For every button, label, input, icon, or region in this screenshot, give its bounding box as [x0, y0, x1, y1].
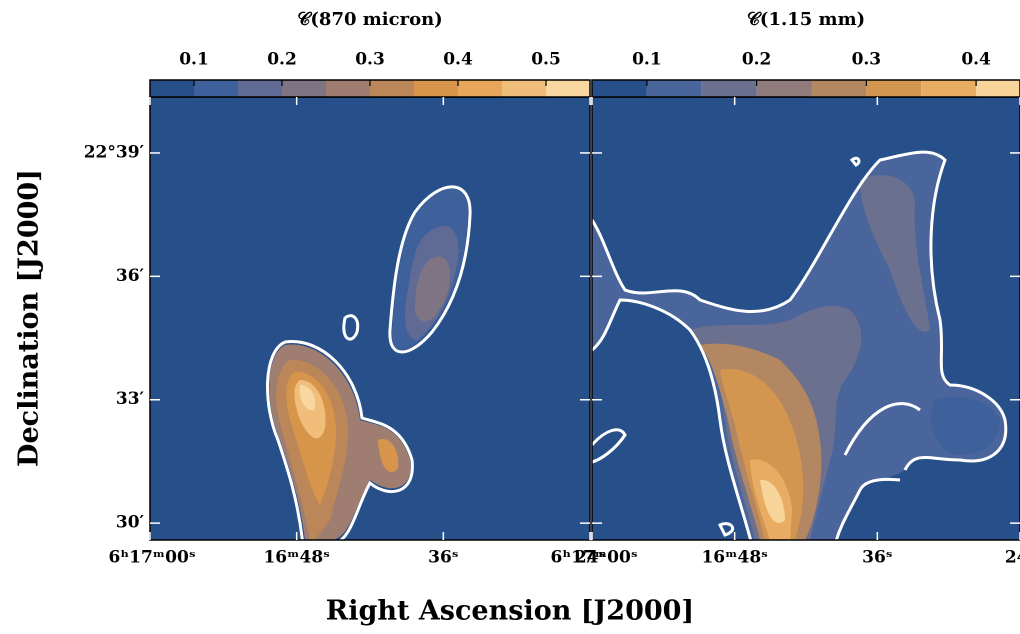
y-axis-label: Declination [J2000] [14, 169, 45, 467]
colorbar-band [414, 80, 458, 97]
colorbar-band [238, 80, 282, 97]
colorbar-band [811, 80, 867, 97]
colorbar-tick-label: 0.1 [179, 50, 209, 70]
x-tick-label: 6ʰ17ᵐ00ˢ [108, 548, 195, 568]
colorbar-band [592, 80, 647, 97]
y-tick-label: 22°39′ [84, 142, 145, 162]
colorbar-band [866, 80, 922, 97]
y-tick-label: 33′ [116, 389, 145, 409]
map-right [592, 97, 1020, 540]
x-tick-label: 16ᵐ48ˢ [263, 548, 330, 568]
colorbar-tick-label: 0.3 [355, 50, 385, 70]
colorbar-band [646, 80, 702, 97]
colorbar-tick-label: 0.5 [531, 50, 561, 70]
colorbar-frame [591, 79, 1020, 98]
colorbar-tick-label: 0.2 [267, 50, 297, 70]
colorbar-band [976, 80, 1020, 97]
x-tick-label: 24ˢ [575, 548, 606, 568]
colorbar-tick-label: 0.4 [961, 50, 991, 70]
colorbar-band [502, 80, 546, 97]
colorbar-title: 𝒞(1.15 mm) [747, 9, 865, 30]
y-tick-label: 36′ [116, 266, 145, 286]
colorbar-band [150, 80, 194, 97]
colorbar-band [546, 80, 590, 97]
y-tick-label: 30′ [116, 513, 145, 533]
colorbar-tick-label: 0.3 [852, 50, 882, 70]
map-left [150, 97, 590, 540]
colorbar-band [370, 80, 414, 97]
x-tick-label: 36ˢ [428, 548, 459, 568]
colorbar-band [282, 80, 326, 97]
colorbar-tick-label: 0.1 [632, 50, 662, 70]
colorbar-band [756, 80, 812, 97]
x-tick-label: 36ˢ [862, 548, 893, 568]
colorbar-band [458, 80, 502, 97]
x-tick-label: 6ʰ17ᵐ00ˢ [550, 548, 637, 568]
colorbar-band [701, 80, 757, 97]
x-tick-label: 24ˢ [1005, 548, 1020, 568]
colorbar-band [921, 80, 977, 97]
colorbar-tick-label: 0.4 [443, 50, 473, 70]
colorbar-tick-label: 0.2 [742, 50, 772, 70]
colorbar-band [194, 80, 238, 97]
x-tick-label: 16ᵐ48ˢ [701, 548, 768, 568]
colorbar-title: 𝒞(870 micron) [297, 9, 442, 30]
x-axis-label: Right Ascension [J2000] [326, 596, 694, 627]
colorbar-band [326, 80, 370, 97]
